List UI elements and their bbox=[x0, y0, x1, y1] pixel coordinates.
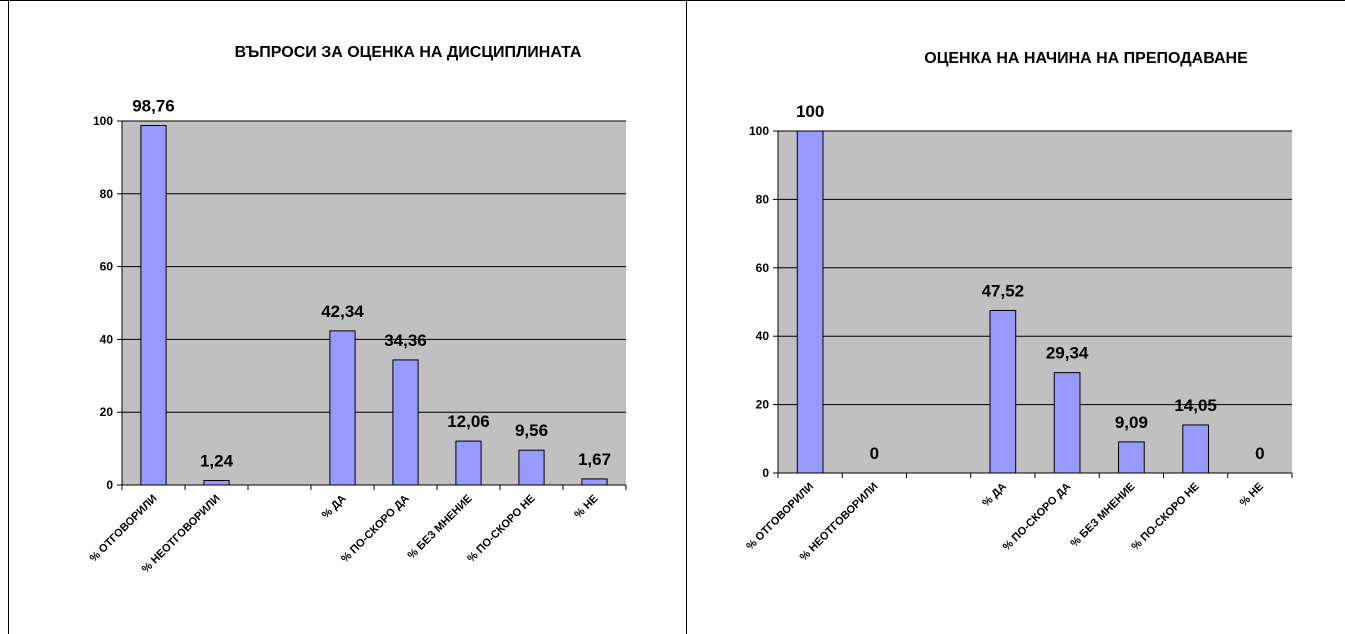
data-label: 29,34 bbox=[1046, 344, 1089, 363]
chart-title: ОЦЕНКА НА НАЧИНА НА ПРЕПОДАВАНЕ bbox=[924, 50, 1248, 67]
category-label: % ДА bbox=[980, 481, 1009, 510]
y-tick-label: 100 bbox=[93, 114, 113, 128]
bar bbox=[989, 309, 1017, 474]
bar bbox=[1118, 441, 1145, 474]
y-tick-label: 40 bbox=[100, 332, 114, 346]
plot-area bbox=[122, 121, 626, 485]
y-tick-label: 20 bbox=[100, 405, 114, 419]
data-label: 47,52 bbox=[982, 281, 1025, 300]
bar bbox=[518, 449, 545, 486]
data-label: 14,05 bbox=[1174, 396, 1217, 415]
y-tick-label: 60 bbox=[100, 260, 114, 274]
bar bbox=[1182, 424, 1209, 474]
category-label: % НЕ bbox=[1238, 481, 1266, 509]
y-tick-label: 80 bbox=[756, 192, 770, 206]
bar bbox=[1053, 372, 1081, 474]
data-label: 0 bbox=[1255, 444, 1264, 463]
data-label: 9,09 bbox=[1115, 413, 1148, 432]
bar bbox=[581, 478, 608, 486]
data-label: 1,24 bbox=[200, 451, 234, 470]
category-label: % БЕЗ МНЕНИЕ bbox=[406, 493, 475, 562]
data-label: 1,67 bbox=[578, 450, 611, 469]
chart-title: ВЪПРОСИ ЗА ОЦЕНКА НА ДИСЦИПЛИНАТА bbox=[235, 44, 582, 61]
category-label: % ОТГОВОРИЛИ bbox=[88, 493, 160, 565]
y-tick-label: 60 bbox=[756, 261, 770, 275]
category-label: % ДА bbox=[320, 493, 349, 522]
data-label: 0 bbox=[870, 444, 879, 463]
category-label: % ОТГОВОРИЛИ bbox=[744, 481, 816, 553]
bar bbox=[140, 125, 167, 486]
data-label: 100 bbox=[796, 102, 824, 121]
bar bbox=[455, 440, 482, 486]
chart-discipline: ВЪПРОСИ ЗА ОЦЕНКА НА ДИСЦИПЛИНАТА 0 20 40 60… bbox=[88, 44, 627, 575]
data-label: 34,36 bbox=[384, 331, 427, 350]
data-label: 12,06 bbox=[447, 412, 490, 431]
data-label: 98,76 bbox=[132, 97, 175, 116]
category-label: % БЕЗ МНЕНИЕ bbox=[1068, 481, 1137, 550]
category-label: % ПО-СКОРО НЕ bbox=[1129, 481, 1201, 553]
y-tick-label: 100 bbox=[749, 124, 769, 138]
category-label: % ПО-СКОРО НЕ bbox=[465, 493, 537, 565]
category-label: % ПО-СКОРО ДА bbox=[1001, 481, 1074, 554]
y-tick-label: 0 bbox=[762, 466, 769, 480]
bar bbox=[329, 330, 356, 486]
bar bbox=[796, 130, 824, 474]
category-label: % ПО-СКОРО ДА bbox=[339, 493, 412, 566]
y-tick-label: 40 bbox=[756, 329, 770, 343]
data-label: 9,56 bbox=[515, 421, 548, 440]
chart-teaching: ОЦЕНКА НА НАЧИНА НА ПРЕПОДАВАНЕ 0 20 40 60 80… bbox=[744, 50, 1293, 563]
category-label: % НЕ bbox=[572, 493, 600, 521]
bar bbox=[392, 359, 419, 486]
y-tick-label: 20 bbox=[756, 398, 770, 412]
y-tick-label: 0 bbox=[106, 478, 113, 492]
data-label: 42,34 bbox=[321, 302, 364, 321]
y-tick-label: 80 bbox=[100, 187, 114, 201]
bar bbox=[203, 479, 230, 486]
plot-area bbox=[778, 131, 1292, 473]
